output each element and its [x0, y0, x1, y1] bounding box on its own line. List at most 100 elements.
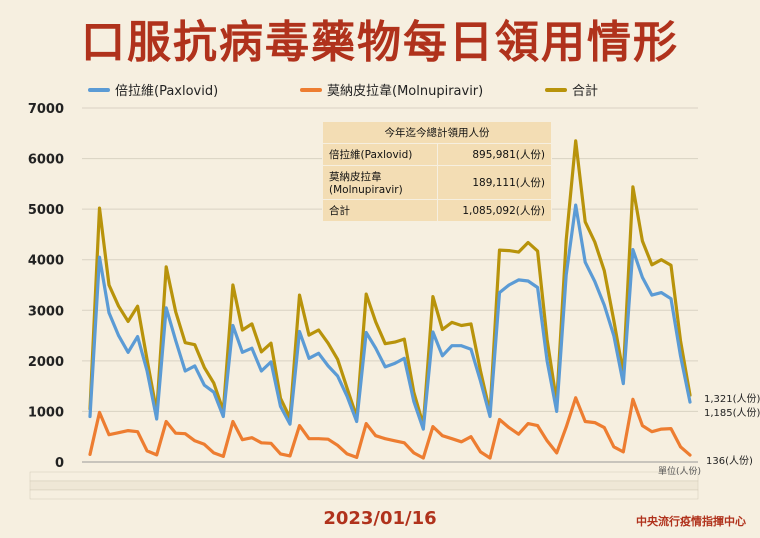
legend-swatch-molnupiravir — [300, 87, 322, 92]
data-point — [241, 438, 244, 442]
data-table-row — [29, 480, 699, 491]
y-tick-label: 7000 — [28, 102, 64, 117]
data-point — [212, 451, 216, 455]
data-point — [98, 206, 101, 210]
data-point — [545, 359, 549, 363]
data-point — [250, 346, 254, 350]
data-point — [488, 415, 492, 418]
data-point — [507, 283, 511, 287]
data-point — [193, 439, 197, 443]
data-point — [583, 260, 587, 264]
data-point — [88, 415, 92, 418]
data-point — [345, 386, 349, 390]
y-tick-label: 1000 — [28, 405, 64, 420]
data-point — [650, 293, 654, 297]
data-point — [526, 279, 530, 283]
data-point — [488, 456, 492, 460]
legend-swatch-total — [545, 87, 567, 92]
summary-row-molnupiravir: 莫納皮拉韋 (Molnupiravir) 189,111(人份) — [322, 165, 553, 200]
y-tick-label: 6000 — [28, 153, 64, 168]
data-point — [402, 357, 406, 360]
legend-label-molnupiravir: 莫納皮拉韋(Molnupiravir) — [327, 84, 484, 99]
data-point — [593, 421, 597, 424]
data-point — [669, 263, 673, 267]
data-point — [126, 320, 130, 323]
data-point — [231, 324, 235, 327]
data-point — [345, 394, 349, 398]
data-point — [583, 220, 587, 224]
data-point — [136, 304, 139, 308]
data-point — [202, 383, 206, 387]
data-point — [593, 280, 597, 283]
data-point — [117, 304, 120, 308]
data-point — [355, 456, 358, 459]
data-point — [602, 303, 606, 307]
data-point — [279, 452, 282, 456]
summary-label: 合計 — [322, 199, 438, 222]
chart-legend: 倍拉維(Paxlovid) 莫納皮拉韋(Molnupiravir) 合計 — [0, 80, 760, 100]
y-tick-label: 4000 — [28, 254, 64, 269]
data-point — [555, 410, 558, 413]
summary-row-paxlovid: 倍拉維(Paxlovid) 895,981(人份) — [322, 143, 553, 166]
data-point — [145, 358, 149, 362]
data-point — [374, 434, 378, 438]
data-point — [202, 443, 206, 446]
data-point — [450, 437, 454, 441]
data-point — [498, 418, 501, 421]
data-point — [460, 324, 463, 327]
data-point — [326, 437, 330, 441]
data-point — [107, 283, 111, 287]
data-point — [422, 427, 425, 431]
data-point — [441, 434, 444, 438]
y-tick-label: 5000 — [28, 203, 64, 218]
end-label-paxlovid: 1,185(人份) — [704, 408, 760, 419]
data-point — [193, 343, 197, 346]
data-point — [450, 344, 454, 347]
legend-item-total: 合計 — [545, 80, 598, 99]
data-point — [631, 248, 635, 251]
data-point — [688, 453, 692, 457]
data-point — [107, 433, 111, 436]
summary-value: 1,085,092(人份) — [436, 199, 553, 222]
data-point — [669, 297, 673, 300]
data-point — [593, 240, 597, 244]
data-point — [564, 425, 568, 429]
data-point — [374, 346, 378, 350]
data-point — [307, 333, 311, 337]
data-point — [536, 424, 539, 427]
data-point — [612, 445, 616, 449]
data-point — [526, 241, 530, 244]
data-point — [345, 452, 349, 456]
data-point — [117, 334, 120, 337]
data-point — [164, 265, 168, 269]
data-point — [260, 350, 263, 354]
data-point — [402, 441, 406, 445]
data-point — [145, 369, 149, 373]
data-point — [107, 311, 111, 315]
summary-label: 莫納皮拉韋 (Molnupiravir) — [322, 165, 438, 200]
data-point — [641, 424, 644, 427]
data-point — [317, 437, 320, 441]
summary-table-header: 今年迄今總計領用人份 — [322, 121, 552, 144]
summary-value: 189,111(人份) — [436, 165, 553, 200]
data-point — [469, 435, 473, 439]
y-tick-label: 3000 — [28, 304, 64, 319]
data-point — [222, 455, 225, 458]
data-point — [583, 420, 587, 423]
data-point — [307, 437, 311, 441]
series-line — [88, 203, 692, 431]
data-point — [155, 453, 158, 457]
data-point — [641, 239, 644, 243]
data-point — [136, 430, 139, 433]
end-label-molnupiravir: 136(人份) — [706, 456, 753, 467]
data-point — [241, 350, 244, 354]
data-point — [374, 320, 378, 324]
data-point — [545, 439, 549, 443]
data-point — [574, 396, 578, 400]
data-point — [498, 291, 501, 294]
data-point — [317, 351, 320, 355]
data-point — [269, 341, 273, 345]
data-point — [164, 420, 168, 423]
unit-label: 單位(人份) — [658, 467, 702, 477]
